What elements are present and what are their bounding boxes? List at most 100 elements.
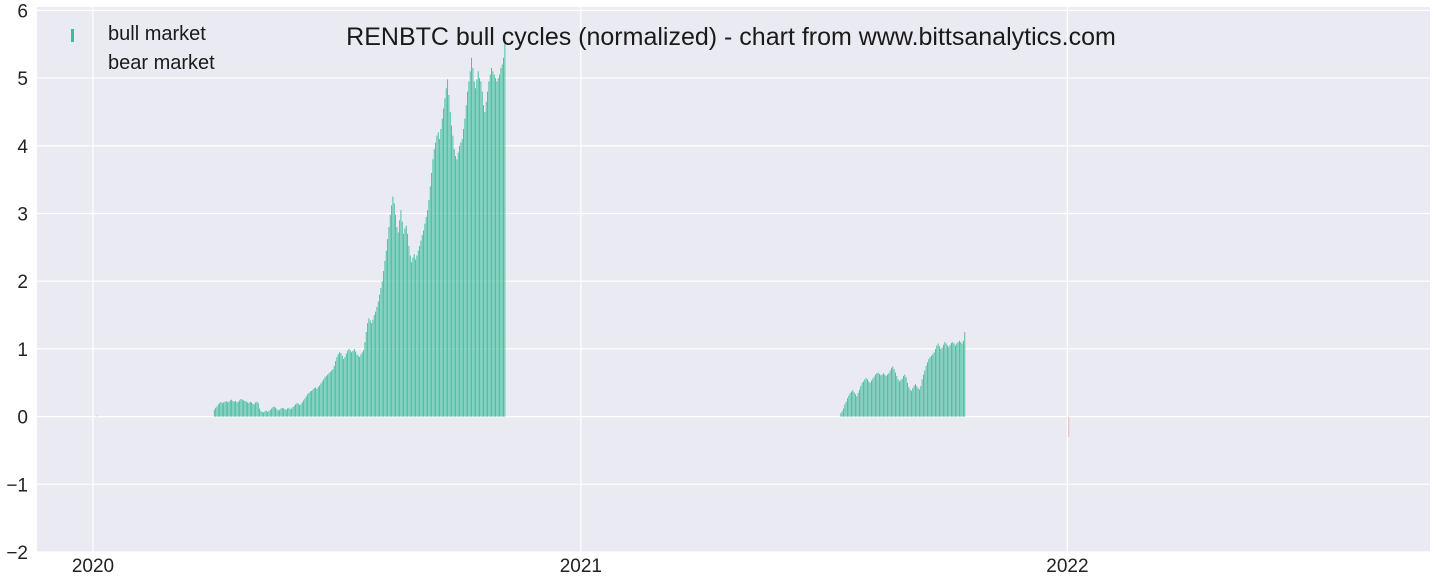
bull-bar (417, 250, 419, 417)
bull-bar (424, 223, 426, 417)
bull-bar (220, 401, 222, 417)
bull-bar (925, 365, 927, 417)
bull-bar (260, 411, 262, 417)
bull-bar (475, 88, 477, 417)
bull-bar (477, 71, 479, 417)
bull-bar (297, 403, 299, 417)
bull-bar (865, 378, 867, 417)
bull-bar (397, 232, 399, 417)
bull-bar (432, 159, 434, 417)
bull-bar (962, 340, 964, 417)
x-tick-label: 2020 (72, 556, 114, 577)
bull-bar (895, 372, 896, 417)
bull-bar (879, 373, 880, 417)
bull-bar (337, 354, 339, 417)
bear-mark (96, 415, 98, 417)
bull-bar (859, 389, 860, 417)
bull-bar (385, 250, 387, 417)
bull-bar (940, 348, 942, 417)
bull-bar (901, 378, 903, 417)
bull-bar (443, 108, 445, 417)
bull-bar (840, 413, 842, 417)
bull-bar (305, 396, 307, 417)
bull-bar (904, 374, 906, 417)
bull-bar (911, 390, 912, 417)
bull-bar (884, 374, 886, 417)
bull-bar (392, 196, 394, 417)
bull-bar (399, 220, 401, 417)
y-tick-label: 4 (17, 137, 28, 158)
bull-bar (292, 407, 294, 417)
bull-bar (945, 343, 947, 417)
bull-bar (921, 379, 923, 417)
bull-bar (909, 389, 911, 417)
bull-bar (364, 342, 366, 417)
bull-bar (407, 233, 409, 417)
bull-bar (939, 346, 940, 417)
bull-bar (889, 370, 891, 417)
bull-bar (408, 245, 410, 417)
bull-bar (472, 67, 474, 417)
bull-bar (396, 227, 398, 417)
bull-bar (239, 400, 241, 417)
bull-bar (415, 259, 417, 417)
bull-bar (849, 392, 851, 417)
bull-bar (352, 350, 354, 417)
bull-bar (867, 379, 868, 417)
bull-bar (371, 323, 373, 417)
bull-bar (405, 225, 407, 417)
bull-bar (871, 380, 872, 417)
bull-bar (467, 91, 469, 417)
bull-bar (948, 346, 950, 417)
bull-bar (387, 239, 389, 417)
bull-bar (856, 396, 858, 417)
bull-bar (288, 407, 290, 417)
bull-bar (400, 210, 402, 417)
bull-bar (881, 374, 883, 417)
bull-bar (357, 355, 359, 417)
bull-bar (261, 411, 263, 417)
bull-bar (319, 385, 321, 417)
bull-bar (395, 214, 397, 417)
bull-bar (347, 350, 349, 417)
bull-bar (375, 311, 377, 417)
bull-bar (321, 381, 323, 417)
bull-bar (495, 78, 497, 417)
bull-bar (956, 343, 958, 417)
bull-bar (215, 407, 217, 417)
bull-bar (463, 128, 465, 417)
bull-bar (499, 74, 501, 417)
bull-bar (235, 401, 237, 417)
bull-bar (263, 412, 265, 417)
x-tick-label: 2021 (560, 556, 602, 577)
bull-bar (955, 345, 956, 417)
bull-bar (473, 81, 475, 417)
bull-bar (344, 357, 346, 417)
bull-bar (280, 408, 282, 417)
bull-bar (257, 403, 259, 417)
bull-bar (272, 407, 274, 417)
bull-bar (348, 348, 350, 417)
bull-bar (303, 400, 305, 417)
bull-bar (404, 228, 406, 417)
bull-bar (333, 365, 335, 417)
bull-bar (368, 318, 370, 417)
chart-title: RENBTC bull cycles (normalized) - chart … (346, 23, 1116, 51)
bull-bar (455, 155, 457, 417)
bull-bar (487, 91, 489, 417)
bull-bar (389, 214, 391, 417)
bull-bar (336, 357, 338, 417)
bull-bar (928, 359, 930, 417)
bull-bar (437, 132, 439, 417)
bull-bar (864, 379, 866, 417)
bull-bar (941, 347, 943, 417)
y-tick-label: −2 (6, 543, 28, 564)
bull-bar (219, 403, 221, 417)
bull-bar (913, 385, 915, 417)
bull-bar (320, 383, 322, 417)
bull-bar (393, 203, 395, 417)
bull-bar (504, 40, 506, 417)
bull-bar (857, 392, 859, 417)
bull-bar (860, 386, 862, 417)
bull-bar (335, 361, 337, 417)
